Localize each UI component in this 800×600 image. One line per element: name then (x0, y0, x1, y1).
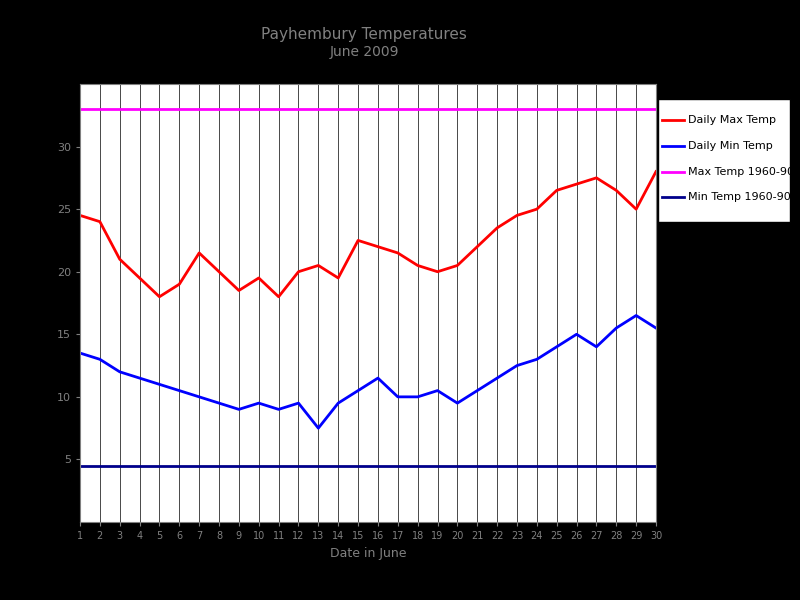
X-axis label: Date in June: Date in June (330, 547, 406, 560)
Text: Daily Min Temp: Daily Min Temp (688, 141, 773, 151)
Text: Payhembury Temperatures: Payhembury Temperatures (261, 27, 467, 42)
Text: Daily Max Temp: Daily Max Temp (688, 115, 776, 125)
Text: June 2009: June 2009 (330, 45, 398, 59)
Text: Max Temp 1960-90: Max Temp 1960-90 (688, 167, 794, 176)
Text: Min Temp 1960-90: Min Temp 1960-90 (688, 193, 790, 202)
